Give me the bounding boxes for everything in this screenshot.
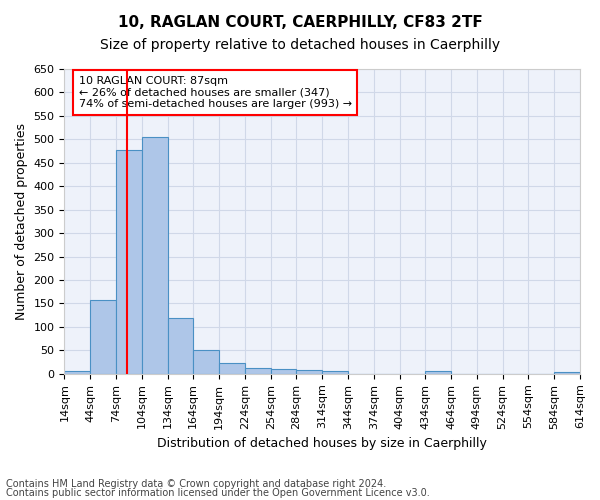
Text: Size of property relative to detached houses in Caerphilly: Size of property relative to detached ho… xyxy=(100,38,500,52)
Y-axis label: Number of detached properties: Number of detached properties xyxy=(15,123,28,320)
Bar xyxy=(425,372,451,374)
Text: Contains public sector information licensed under the Open Government Licence v3: Contains public sector information licen… xyxy=(6,488,430,498)
Bar xyxy=(116,150,142,374)
Bar xyxy=(271,368,296,374)
Bar xyxy=(193,350,219,374)
Bar xyxy=(167,318,193,374)
Bar xyxy=(554,372,580,374)
Bar xyxy=(322,371,348,374)
X-axis label: Distribution of detached houses by size in Caerphilly: Distribution of detached houses by size … xyxy=(157,437,487,450)
Text: Contains HM Land Registry data © Crown copyright and database right 2024.: Contains HM Land Registry data © Crown c… xyxy=(6,479,386,489)
Bar xyxy=(219,362,245,374)
Bar xyxy=(64,372,90,374)
Bar xyxy=(90,300,116,374)
Bar xyxy=(245,368,271,374)
Bar xyxy=(296,370,322,374)
Bar xyxy=(142,137,167,374)
Text: 10, RAGLAN COURT, CAERPHILLY, CF83 2TF: 10, RAGLAN COURT, CAERPHILLY, CF83 2TF xyxy=(118,15,482,30)
Text: 10 RAGLAN COURT: 87sqm
← 26% of detached houses are smaller (347)
74% of semi-de: 10 RAGLAN COURT: 87sqm ← 26% of detached… xyxy=(79,76,352,109)
